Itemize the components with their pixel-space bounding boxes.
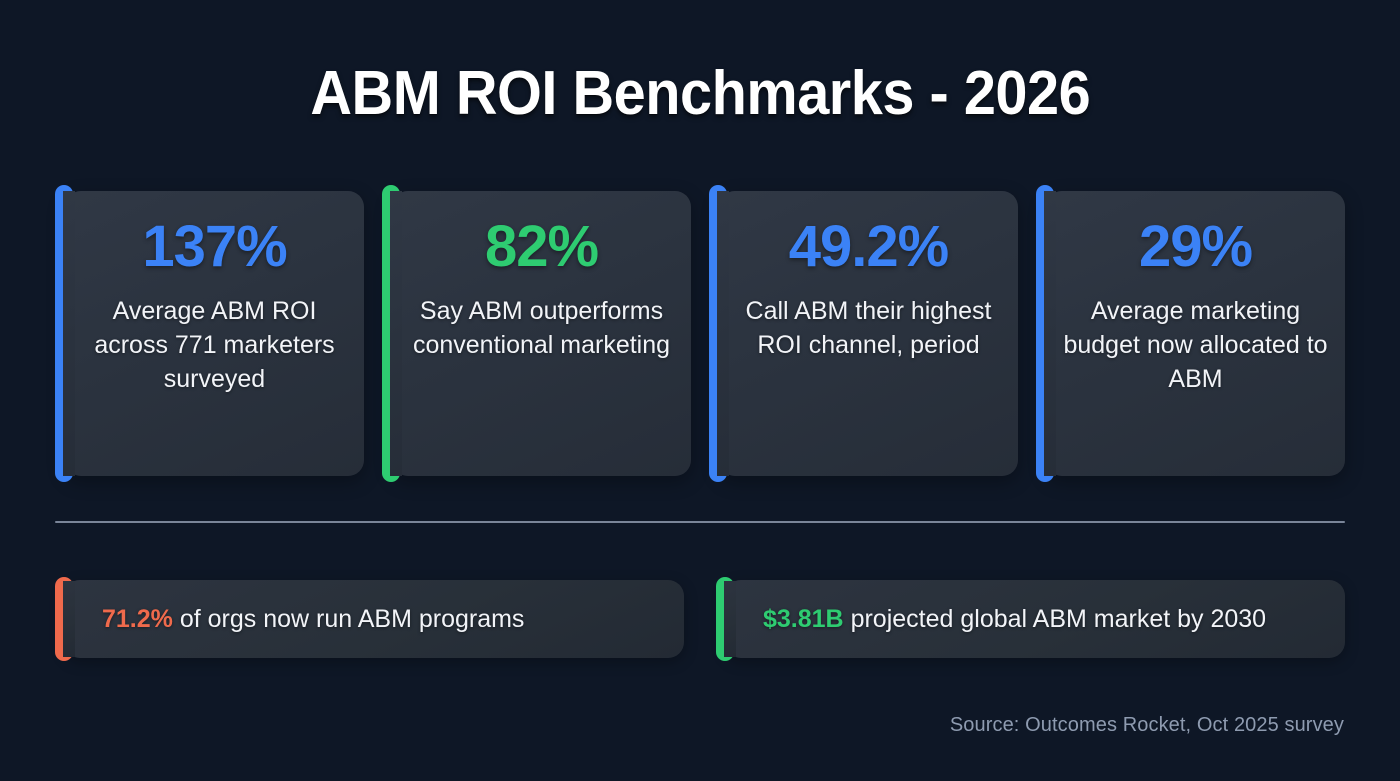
stat-card-value: 49.2% (788, 214, 949, 279)
section-divider (55, 521, 1345, 523)
highlight-pill-caption: projected global ABM market by 2030 (843, 605, 1267, 633)
highlight-pill-text: $3.81B projected global ABM market by 20… (763, 604, 1266, 634)
highlight-pill: $3.81B projected global ABM market by 20… (716, 577, 1345, 661)
stat-card: 82% Say ABM outperforms conventional mar… (382, 185, 691, 482)
highlight-pill-text: 71.2% of orgs now run ABM programs (102, 604, 524, 634)
stat-card: 29% Average marketing budget now allocat… (1036, 185, 1345, 482)
stat-card-row: 137% Average ABM ROI across 771 marketer… (55, 185, 1345, 482)
title-container: ABM ROI Benchmarks - 2026 (0, 58, 1400, 129)
highlight-pill: 71.2% of orgs now run ABM programs (55, 577, 684, 661)
stat-card-label: Average ABM ROI across 771 marketers sur… (94, 297, 335, 394)
stat-card-value: 29% (1138, 214, 1253, 279)
highlight-pill-value: 71.2% (102, 605, 173, 633)
pill-accent-bar-green (716, 577, 736, 661)
source-attribution: Source: Outcomes Rocket, Oct 2025 survey (949, 714, 1344, 736)
page-title: ABM ROI Benchmarks - 2026 (310, 59, 1090, 128)
stat-card-content: 137% Average ABM ROI across 771 marketer… (79, 217, 350, 396)
card-accent-bar-blue (1036, 185, 1056, 482)
highlight-pill-caption: of orgs now run ABM programs (172, 605, 525, 633)
stat-card-label: Average marketing budget now allocated t… (1063, 297, 1328, 394)
stat-card-label: Say ABM outperforms conventional marketi… (412, 297, 671, 360)
stat-card-value: 137% (142, 214, 287, 279)
stat-card: 137% Average ABM ROI across 771 marketer… (55, 185, 364, 482)
stat-card-content: 82% Say ABM outperforms conventional mar… (406, 217, 677, 362)
highlight-pill-value: $3.81B (763, 605, 844, 633)
card-accent-bar-green (382, 185, 402, 482)
card-accent-bar-blue (709, 185, 729, 482)
highlight-pill-row: 71.2% of orgs now run ABM programs $3.81… (55, 577, 1345, 661)
stat-card-content: 29% Average marketing budget now allocat… (1060, 217, 1331, 396)
stat-card: 49.2% Call ABM their highest ROI channel… (709, 185, 1018, 482)
stat-card-label: Call ABM their highest ROI channel, peri… (745, 297, 992, 360)
pill-accent-bar-orange (55, 577, 75, 661)
stat-card-value: 82% (484, 214, 599, 279)
card-accent-bar-blue (55, 185, 75, 482)
stat-card-content: 49.2% Call ABM their highest ROI channel… (733, 217, 1004, 362)
